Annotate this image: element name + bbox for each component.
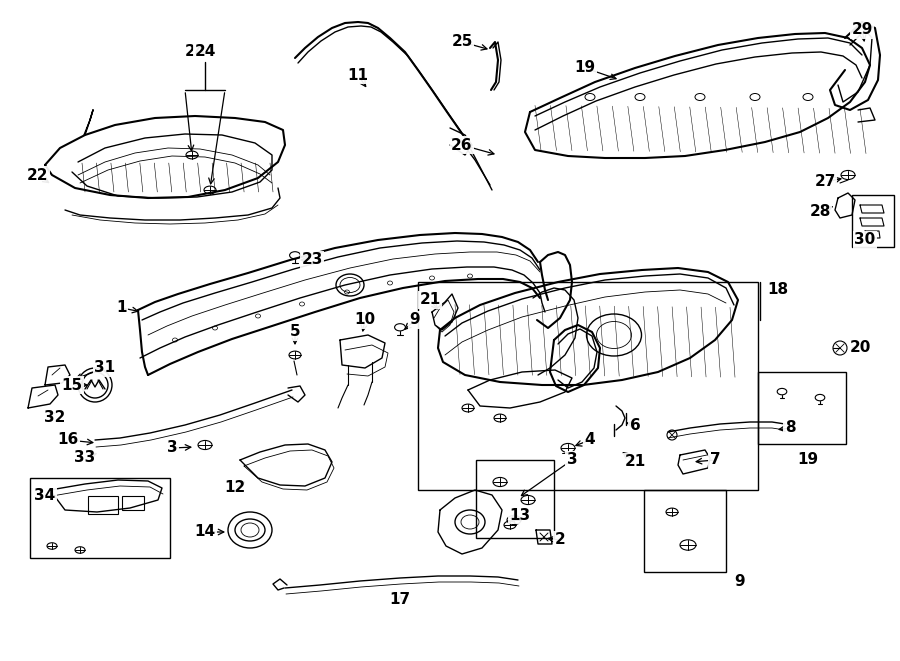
Text: 17: 17 bbox=[390, 592, 410, 607]
Text: 27: 27 bbox=[814, 175, 836, 190]
Bar bbox=[418, 282, 758, 490]
Text: 21: 21 bbox=[625, 455, 645, 469]
Text: 19: 19 bbox=[797, 453, 819, 467]
Text: 6: 6 bbox=[630, 418, 641, 432]
Text: 32: 32 bbox=[44, 410, 66, 426]
Text: 31: 31 bbox=[94, 360, 115, 375]
Text: 8: 8 bbox=[785, 420, 796, 436]
Text: 33: 33 bbox=[75, 451, 95, 465]
Text: 18: 18 bbox=[768, 282, 788, 297]
Bar bbox=[476, 460, 554, 538]
Text: 19: 19 bbox=[574, 61, 596, 75]
Text: 24: 24 bbox=[194, 44, 216, 59]
Text: 14: 14 bbox=[194, 524, 216, 539]
Text: 28: 28 bbox=[809, 204, 831, 219]
Text: 3: 3 bbox=[166, 440, 177, 455]
Text: 21: 21 bbox=[419, 293, 441, 307]
Text: 12: 12 bbox=[224, 481, 246, 496]
Text: 9: 9 bbox=[410, 313, 420, 327]
Bar bbox=[758, 372, 846, 444]
Text: 9: 9 bbox=[734, 574, 745, 590]
Text: 10: 10 bbox=[355, 313, 375, 327]
Text: 15: 15 bbox=[61, 377, 83, 393]
Bar bbox=[30, 478, 170, 558]
Text: 16: 16 bbox=[58, 432, 78, 447]
Text: 4: 4 bbox=[585, 432, 595, 447]
Text: 13: 13 bbox=[509, 508, 531, 522]
Text: 20: 20 bbox=[850, 340, 870, 356]
Text: 22: 22 bbox=[27, 167, 49, 182]
Text: 1: 1 bbox=[117, 301, 127, 315]
Text: 34: 34 bbox=[34, 488, 56, 502]
Text: 29: 29 bbox=[851, 22, 873, 38]
Bar bbox=[852, 195, 894, 247]
Text: 3: 3 bbox=[567, 453, 577, 467]
Text: 26: 26 bbox=[451, 137, 472, 153]
Text: 11: 11 bbox=[347, 67, 368, 83]
Text: 25: 25 bbox=[451, 34, 472, 50]
Text: 23: 23 bbox=[302, 253, 323, 268]
Text: 2: 2 bbox=[554, 533, 565, 547]
Text: 24: 24 bbox=[184, 44, 206, 59]
Bar bbox=[122, 496, 144, 510]
Text: 7: 7 bbox=[710, 453, 720, 467]
Text: 30: 30 bbox=[854, 233, 876, 247]
Bar bbox=[88, 496, 118, 514]
Bar bbox=[644, 490, 726, 572]
Text: 5: 5 bbox=[290, 325, 301, 340]
